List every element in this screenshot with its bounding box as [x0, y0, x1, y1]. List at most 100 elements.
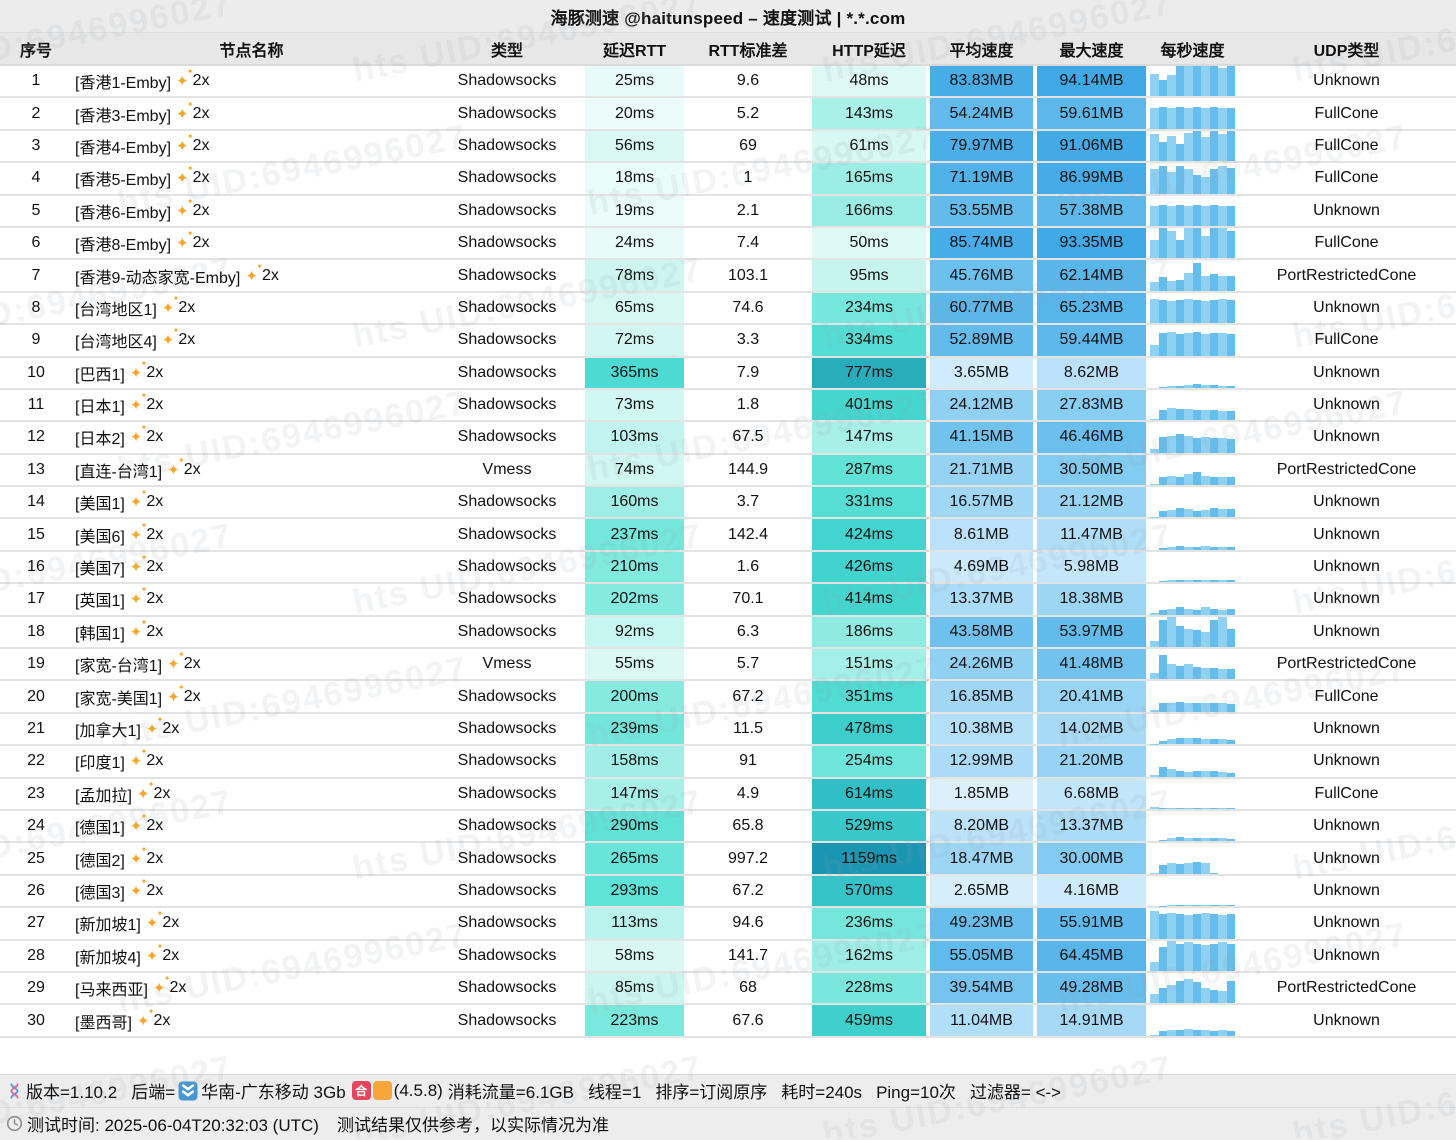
- cell-index: 28: [27, 946, 45, 964]
- column-header-9: UDP类型: [1313, 42, 1380, 60]
- cell-node-name: [巴西1] ✦ ✦ 2x: [75, 358, 164, 384]
- cell-udp-type: Unknown: [1313, 493, 1380, 511]
- cell-max-speed: 4.16MB: [1035, 875, 1148, 907]
- cell-node-name: [家宽-美国1] ✦ ✦ 2x: [75, 682, 201, 708]
- cell-rtt: 293ms: [583, 875, 686, 907]
- cell-speed-sparkline: [1148, 487, 1237, 518]
- cell-http-latency: 228ms: [810, 972, 928, 1004]
- cell-rtt-stddev: 997.2: [727, 849, 769, 867]
- cell-speed-sparkline: [1148, 552, 1237, 583]
- cell-index: 9: [31, 331, 41, 349]
- cell-node-name: [德国3] ✦ ✦ 2x: [75, 876, 164, 902]
- footer-disclaimer: 测试结果仅供参考，以实际情况为准: [336, 1116, 609, 1136]
- cell-rtt-stddev: 65.8: [732, 817, 764, 835]
- sparkle-icon: ✦ ✦: [145, 909, 164, 933]
- cell-type: Shadowsocks: [457, 396, 557, 414]
- cell-avg-speed: 3.65MB: [928, 357, 1035, 388]
- cell-avg-speed: 39.54MB: [928, 972, 1035, 1004]
- cell-rtt: 290ms: [583, 810, 686, 842]
- cell-node-name: [台湾地区1] ✦ ✦ 2x: [75, 293, 196, 319]
- sparkle-icon: ✦ ✦: [129, 844, 148, 868]
- cell-udp-type: PortRestrictedCone: [1276, 266, 1417, 284]
- cell-max-speed: 14.02MB: [1035, 713, 1148, 745]
- sparkle-icon: ✦ ✦: [161, 326, 180, 350]
- cell-udp-type: Unknown: [1313, 396, 1380, 414]
- cell-speed-sparkline: [1148, 1005, 1237, 1036]
- footer-backend-value: 华南-广东移动 3Gb: [201, 1083, 346, 1103]
- cell-http-latency: 529ms: [810, 810, 928, 842]
- cell-avg-speed: 60.77MB: [928, 292, 1035, 324]
- cell-max-speed: 91.06MB: [1035, 130, 1148, 162]
- cell-http-latency: 234ms: [810, 292, 928, 324]
- cell-speed-sparkline: [1148, 98, 1237, 129]
- footer-backend-label: 后端=: [131, 1083, 176, 1103]
- cell-udp-type: Unknown: [1313, 72, 1380, 90]
- cell-node-name: [香港1-Emby] ✦ ✦ 2x: [75, 67, 210, 93]
- results-table: 序号 节点名称 类型 延迟RTT RTT标准差 HTTP延迟 平均速度 最大速度 每秒速度 UDP…: [0, 33, 1456, 1038]
- cell-speed-sparkline: [1148, 325, 1237, 356]
- table-row: 11 [日本1] ✦ ✦ 2x Shadowsocks 73ms 1.8 401ms 24.12M…: [0, 389, 1456, 423]
- cell-node-name: [香港8-Emby] ✦ ✦ 2x: [75, 229, 210, 255]
- cell-speed-sparkline: [1148, 293, 1237, 324]
- cell-http-latency: 414ms: [810, 584, 928, 615]
- cell-rtt: 200ms: [583, 681, 686, 712]
- cell-rtt: 160ms: [583, 487, 686, 518]
- cell-index: 13: [27, 460, 45, 478]
- footer-test-time: 测试时间: 2025-06-04T20:32:03 (UTC): [27, 1116, 319, 1136]
- cell-http-latency: 331ms: [810, 487, 928, 518]
- cell-rtt: 19ms: [583, 195, 686, 226]
- table-header: 序号 节点名称 类型 延迟RTT RTT标准差 HTTP延迟 平均速度 最大速度 每秒速度 UDP…: [0, 33, 1456, 66]
- cell-avg-speed: 41.15MB: [928, 422, 1035, 453]
- cell-rtt: 113ms: [583, 908, 686, 939]
- cell-type: Shadowsocks: [457, 849, 557, 867]
- cell-index: 18: [27, 622, 45, 640]
- cell-rtt-stddev: 4.9: [736, 784, 760, 802]
- cell-node-name: [印度1] ✦ ✦ 2x: [75, 747, 164, 773]
- cell-index: 19: [27, 655, 45, 673]
- cell-index: 25: [27, 849, 45, 867]
- cell-avg-speed: 2.65MB: [928, 875, 1035, 907]
- cell-rtt-stddev: 7.4: [736, 234, 760, 252]
- cell-udp-type: Unknown: [1313, 363, 1380, 381]
- cell-rtt-stddev: 11.5: [733, 720, 763, 737]
- table-row: 17 [英国1] ✦ ✦ 2x Shadowsocks 202ms 70.1 414ms 13.3…: [0, 584, 1456, 617]
- cell-rtt: 85ms: [583, 972, 686, 1004]
- cell-rtt-stddev: 1.6: [736, 558, 760, 576]
- cell-rtt-stddev: 69: [739, 136, 757, 154]
- cell-rtt-stddev: 74.6: [732, 298, 764, 316]
- cell-avg-speed: 43.58MB: [928, 616, 1035, 648]
- table-row: 7 [香港9-动态家宽-Emby] ✦ ✦ 2x Shadowsocks 78ms 103.1…: [0, 260, 1456, 293]
- cell-index: 27: [27, 914, 45, 932]
- cell-rtt-stddev: 7.9: [736, 363, 760, 381]
- cell-http-latency: 254ms: [810, 746, 928, 777]
- cell-udp-type: Unknown: [1313, 752, 1380, 770]
- sparkle-icon: ✦ ✦: [129, 358, 148, 382]
- cell-rtt: 78ms: [583, 260, 686, 291]
- cell-http-latency: 151ms: [810, 649, 928, 680]
- table-row: 30 [墨西哥] ✦ ✦ 2x Shadowsocks 223ms 67.6 459ms 11.0…: [0, 1005, 1456, 1038]
- cell-speed-sparkline: [1148, 843, 1237, 874]
- cell-udp-type: Unknown: [1313, 590, 1380, 608]
- table-row: 12 [日本2] ✦ ✦ 2x Shadowsocks 103ms 67.5 147ms 41.1…: [0, 422, 1456, 455]
- sparkle-icon: ✦ ✦: [129, 585, 148, 609]
- cell-type: Shadowsocks: [457, 266, 557, 284]
- table-row: 20 [家宽-美国1] ✦ ✦ 2x Shadowsocks 200ms 67.2 351ms 1…: [0, 681, 1456, 714]
- column-header-4: RTT标准差: [708, 42, 788, 60]
- cell-rtt-stddev: 68: [739, 979, 757, 997]
- page-title: 海豚测速 @haitunspeed – 速度测试 | *.*.com: [0, 0, 1456, 33]
- cell-http-latency: 162ms: [810, 940, 928, 971]
- cell-rtt: 58ms: [583, 940, 686, 971]
- cell-udp-type: Unknown: [1313, 946, 1380, 964]
- cell-http-latency: 48ms: [810, 66, 928, 97]
- cell-rtt-stddev: 94.6: [732, 914, 764, 932]
- sparkle-icon: ✦ ✦: [129, 423, 148, 447]
- cell-index: 11: [27, 396, 45, 414]
- cell-index: 14: [27, 493, 45, 511]
- cell-speed-sparkline: [1148, 66, 1237, 97]
- cell-max-speed: 13.37MB: [1035, 810, 1148, 842]
- cell-type: Shadowsocks: [457, 298, 557, 316]
- table-row: 1 [香港1-Emby] ✦ ✦ 2x Shadowsocks 25ms 9.6 48ms 83.…: [0, 66, 1456, 99]
- clock-icon: [6, 1115, 23, 1132]
- cell-avg-speed: 16.85MB: [928, 681, 1035, 712]
- cell-index: 30: [27, 1011, 45, 1029]
